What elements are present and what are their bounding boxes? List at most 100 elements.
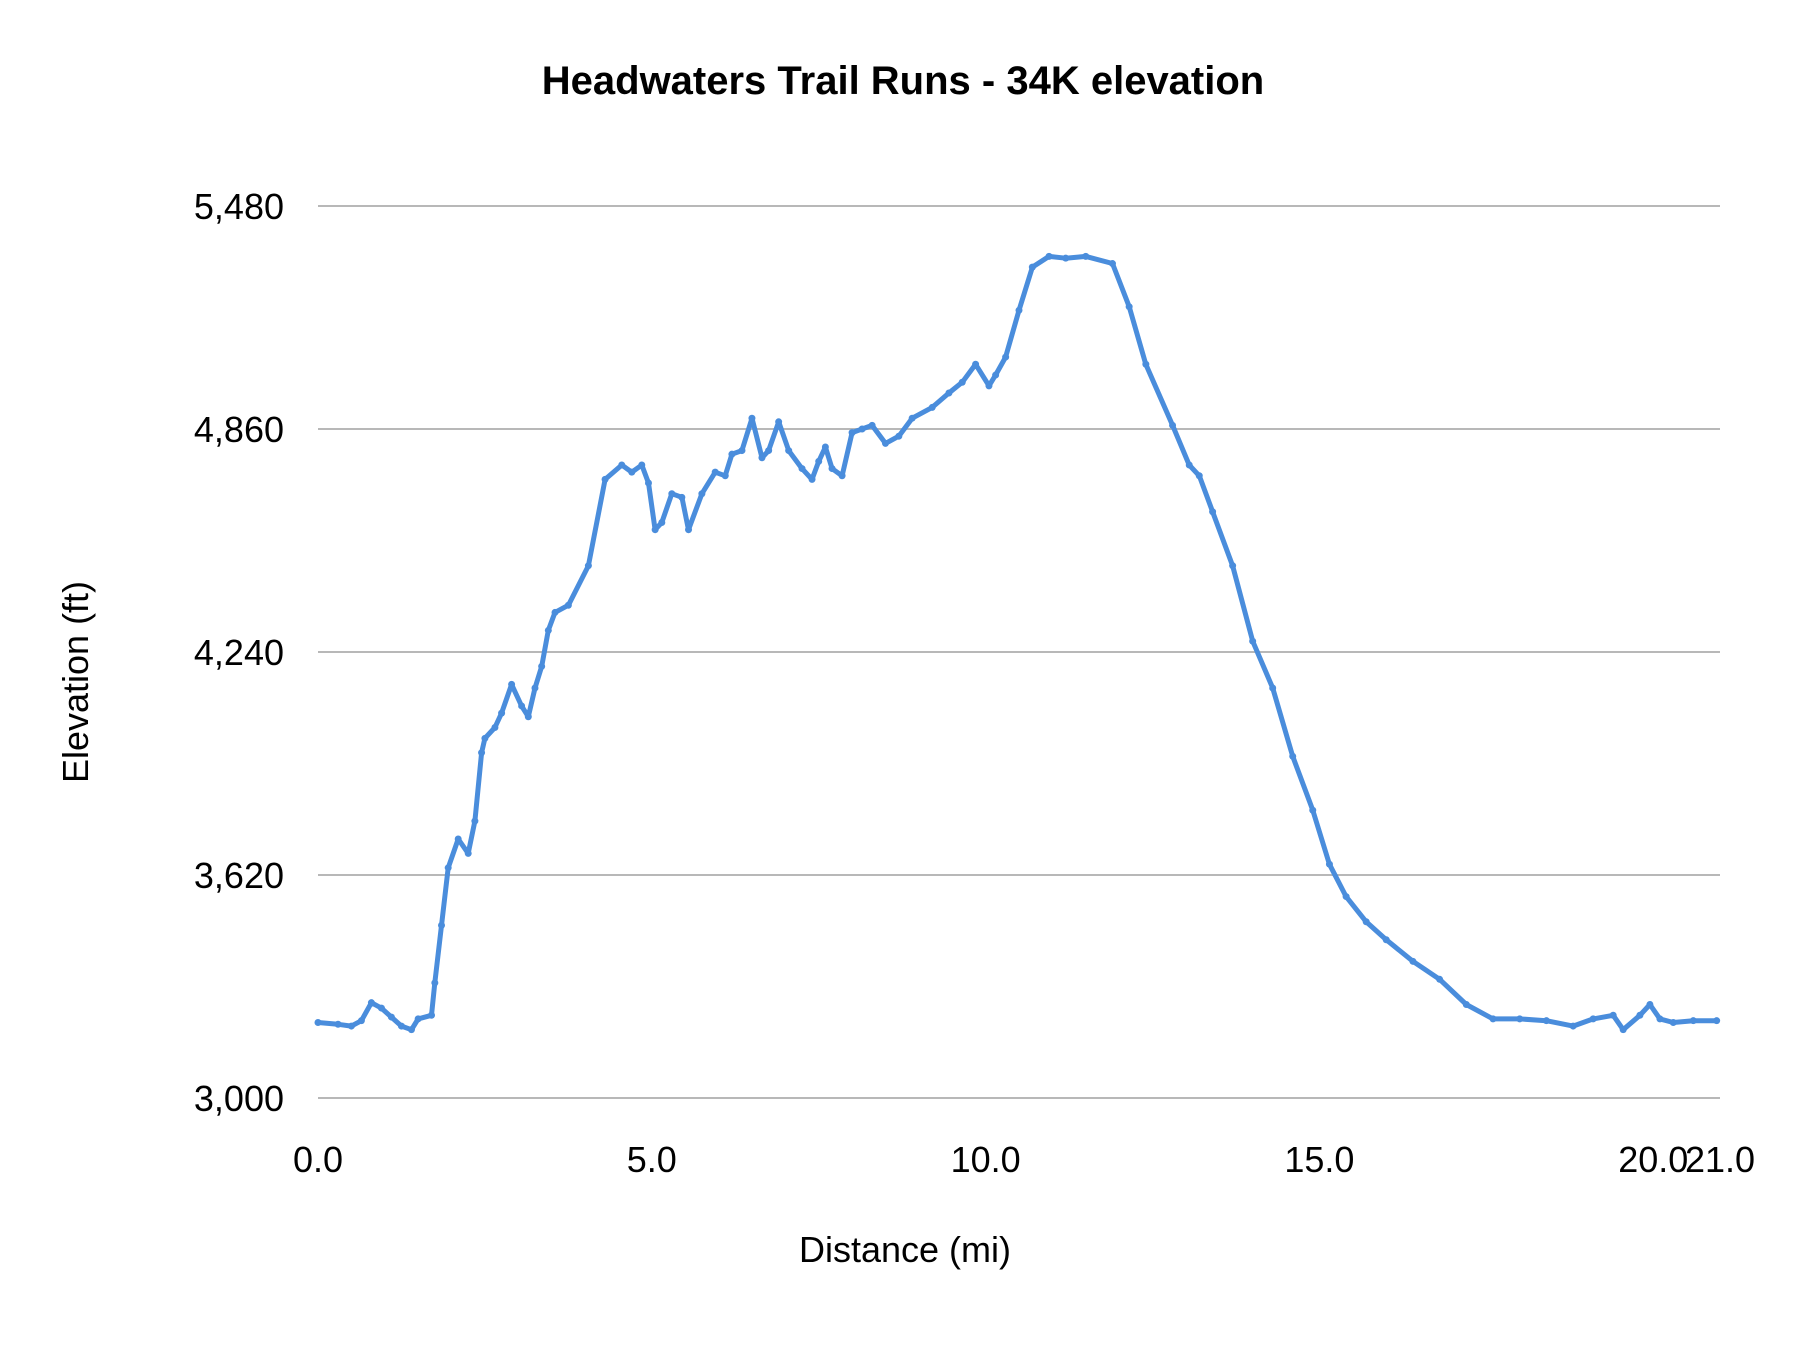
elevation-point	[1209, 508, 1217, 516]
x-axis-title: Distance (mi)	[799, 1229, 1011, 1270]
elevation-point	[1619, 1026, 1627, 1034]
elevation-point	[748, 414, 756, 422]
elevation-point	[1062, 254, 1070, 262]
elevation-point	[551, 608, 559, 616]
elevation-point	[1636, 1011, 1644, 1019]
elevation-point	[651, 526, 659, 534]
elevation-point	[644, 479, 652, 487]
elevation-point	[471, 817, 479, 825]
elevation-point	[1713, 1017, 1721, 1025]
y-axis-ticks: 3,000 3,620 4,240 4,860 5,480	[194, 186, 284, 1119]
x-tick-label: 21.0	[1685, 1139, 1755, 1180]
elevation-point	[347, 1022, 355, 1030]
elevation-point	[478, 749, 486, 757]
elevation-point	[821, 443, 829, 451]
elevation-point	[498, 709, 506, 717]
elevation-point	[481, 734, 489, 742]
elevation-point	[698, 490, 706, 498]
elevation-point	[1195, 472, 1203, 480]
elevation-point	[1289, 752, 1297, 760]
elevation-point	[638, 461, 646, 469]
elevation-point	[518, 702, 526, 710]
elevation-point	[1229, 562, 1237, 570]
elevation-point	[1609, 1011, 1617, 1019]
elevation-point	[618, 461, 626, 469]
series-layer	[314, 252, 1721, 1034]
chart-title: Headwaters Trail Runs - 34K elevation	[542, 59, 1264, 103]
elevation-point	[431, 979, 439, 987]
elevation-line	[315, 253, 1720, 1033]
elevation-point	[668, 490, 676, 498]
elevation-point	[1309, 806, 1317, 814]
elevation-point	[685, 526, 693, 534]
elevation-point	[538, 662, 546, 670]
elevation-point	[765, 447, 773, 455]
elevation-point	[414, 1015, 422, 1023]
elevation-point	[438, 921, 446, 929]
y-axis-title: Elevation (ft)	[55, 581, 96, 783]
elevation-point	[1669, 1018, 1677, 1026]
elevation-point	[868, 421, 876, 429]
y-tick-label: 3,000	[194, 1078, 284, 1119]
x-tick-label: 0.0	[293, 1139, 343, 1180]
elevation-point	[357, 1017, 365, 1025]
gridlines	[318, 205, 1720, 1099]
elevation-point	[815, 457, 823, 465]
x-tick-label: 15.0	[1284, 1139, 1354, 1180]
elevation-point	[1646, 1000, 1654, 1008]
elevation-point	[1015, 306, 1023, 314]
elevation-point	[828, 465, 836, 473]
elevation-point	[1325, 860, 1333, 868]
elevation-point	[1028, 263, 1036, 271]
elevation-point	[1108, 260, 1116, 268]
elevation-point	[1125, 303, 1133, 311]
elevation-point	[1185, 461, 1193, 469]
elevation-point	[881, 439, 889, 447]
elevation-point	[1342, 893, 1350, 901]
elevation-point	[601, 475, 609, 483]
elevation-point	[1082, 252, 1090, 260]
elevation-point	[928, 403, 936, 411]
elevation-point	[678, 493, 686, 501]
elevation-point	[775, 418, 783, 426]
elevation-point	[848, 429, 856, 437]
elevation-point	[1142, 360, 1150, 368]
elevation-point	[858, 425, 866, 433]
elevation-point	[1382, 936, 1390, 944]
x-tick-label: 20.0	[1618, 1139, 1688, 1180]
elevation-point	[464, 849, 472, 857]
elevation-point	[738, 447, 746, 455]
elevation-point	[895, 432, 903, 440]
elevation-point	[1169, 421, 1177, 429]
elevation-point	[1516, 1015, 1524, 1023]
elevation-point	[658, 519, 666, 527]
elevation-point	[1569, 1022, 1577, 1030]
elevation-point	[387, 1013, 395, 1021]
elevation-point	[798, 465, 806, 473]
elevation-point	[808, 475, 816, 483]
elevation-point	[785, 447, 793, 455]
elevation-point	[985, 382, 993, 390]
elevation-point	[508, 680, 516, 688]
elevation-point	[377, 1004, 385, 1012]
elevation-point	[908, 414, 916, 422]
elevation-point	[1462, 1000, 1470, 1008]
elevation-point	[992, 371, 1000, 379]
elevation-point	[711, 468, 719, 476]
elevation-point	[758, 454, 766, 462]
x-tick-label: 10.0	[951, 1139, 1021, 1180]
elevation-point	[524, 713, 532, 721]
elevation-point	[454, 835, 462, 843]
elevation-point	[1249, 637, 1257, 645]
elevation-point	[407, 1026, 415, 1034]
elevation-point	[1045, 252, 1053, 260]
elevation-point	[367, 999, 375, 1007]
elevation-point	[945, 389, 953, 397]
elevation-point	[444, 864, 452, 872]
elevation-point	[1436, 975, 1444, 983]
elevation-point	[1489, 1015, 1497, 1023]
elevation-point	[1589, 1015, 1597, 1023]
elevation-point	[427, 1011, 435, 1019]
elevation-point	[1362, 918, 1370, 926]
